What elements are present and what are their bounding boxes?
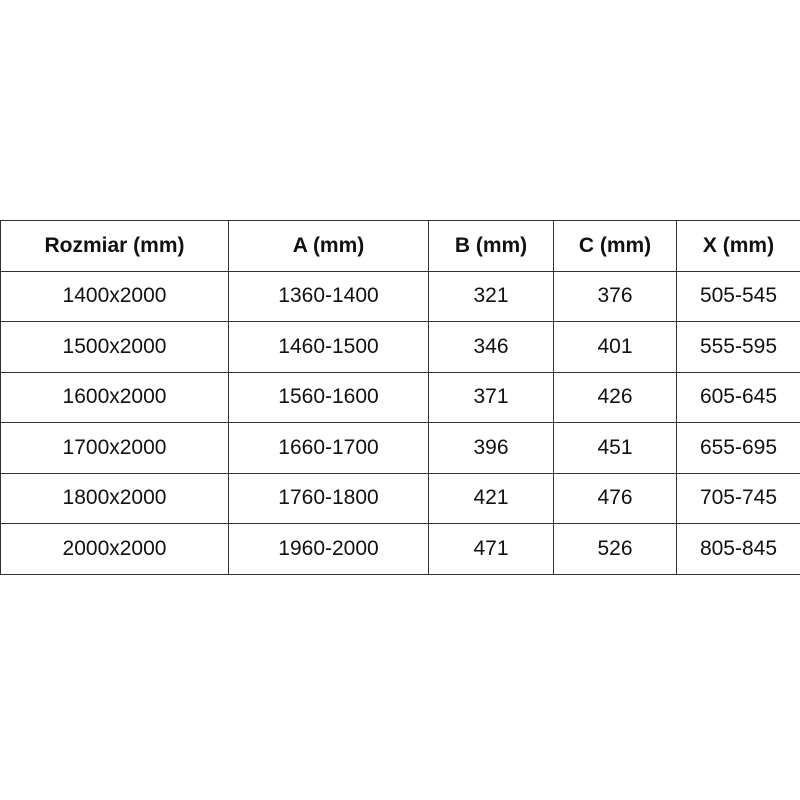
table-row: 1700x2000 1660-1700 396 451 655-695 (0, 422, 800, 474)
cell-a: 1560-1600 (228, 371, 429, 423)
cell-x: 655-695 (676, 422, 800, 474)
cell-size: 1800x2000 (0, 472, 229, 524)
cell-c: 401 (553, 321, 677, 373)
cell-a: 1460-1500 (228, 321, 429, 373)
header-row: Rozmiar (mm) A (mm) B (mm) C (mm) X (mm) (0, 220, 800, 272)
cell-c: 526 (553, 523, 677, 575)
cell-a: 1360-1400 (228, 270, 429, 322)
cell-size: 1700x2000 (0, 422, 229, 474)
cell-b: 346 (428, 321, 554, 373)
table-row: 1400x2000 1360-1400 321 376 505-545 (0, 270, 800, 322)
cell-x: 605-645 (676, 371, 800, 423)
table-row: 1600x2000 1560-1600 371 426 605-645 (0, 371, 800, 423)
cell-b: 371 (428, 371, 554, 423)
cell-x: 705-745 (676, 472, 800, 524)
cell-size: 1600x2000 (0, 371, 229, 423)
header-b: B (mm) (428, 220, 554, 272)
header-x: X (mm) (676, 220, 800, 272)
cell-b: 421 (428, 472, 554, 524)
cell-c: 376 (553, 270, 677, 322)
table-row: 2000x2000 1960-2000 471 526 805-845 (0, 523, 800, 575)
cell-c: 451 (553, 422, 677, 474)
cell-size: 2000x2000 (0, 523, 229, 575)
cell-a: 1760-1800 (228, 472, 429, 524)
cell-c: 476 (553, 472, 677, 524)
header-a: A (mm) (228, 220, 429, 272)
table-row: 1800x2000 1760-1800 421 476 705-745 (0, 472, 800, 524)
cell-b: 396 (428, 422, 554, 474)
cell-x: 505-545 (676, 270, 800, 322)
cell-x: 805-845 (676, 523, 800, 575)
cell-b: 321 (428, 270, 554, 322)
cell-b: 471 (428, 523, 554, 575)
header-size: Rozmiar (mm) (0, 220, 229, 272)
cell-c: 426 (553, 371, 677, 423)
cell-x: 555-595 (676, 321, 800, 373)
table-row: 1500x2000 1460-1500 346 401 555-595 (0, 321, 800, 373)
cell-size: 1400x2000 (0, 270, 229, 322)
dimensions-table: Rozmiar (mm) A (mm) B (mm) C (mm) X (mm)… (0, 220, 800, 575)
cell-a: 1660-1700 (228, 422, 429, 474)
cell-a: 1960-2000 (228, 523, 429, 575)
cell-size: 1500x2000 (0, 321, 229, 373)
header-c: C (mm) (553, 220, 677, 272)
